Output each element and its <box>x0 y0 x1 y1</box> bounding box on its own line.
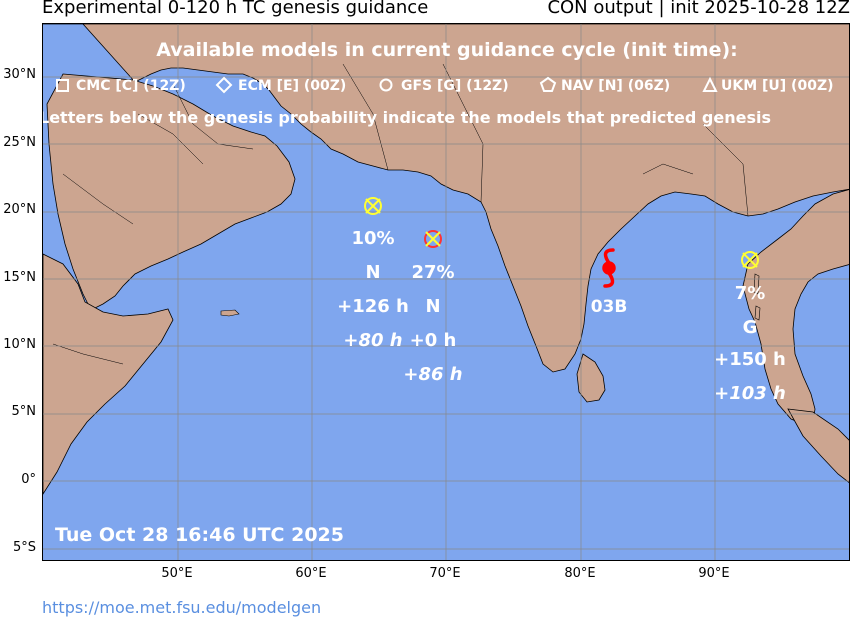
land-arabia <box>46 73 296 311</box>
legend-nav: NAV [N] (06Z) <box>561 78 670 94</box>
lat-label-5s: 5°S <box>12 540 36 555</box>
lat-label-25n: 25°N <box>3 135 36 150</box>
genesis-marker-1 <box>364 197 382 215</box>
legend-heading: Available models in current guidance cyc… <box>156 39 738 61</box>
land-mainland <box>43 24 849 425</box>
lon-label-80e: 80°E <box>564 566 596 581</box>
pentagon-icon <box>539 76 557 92</box>
genesis-models-3: G <box>743 317 758 338</box>
graticule <box>43 24 849 560</box>
genesis-probability-1: 10% <box>351 228 394 249</box>
lat-label-10n: 10°N <box>3 337 36 352</box>
land-asia-india <box>82 24 849 373</box>
lon-label-90e: 90°E <box>698 566 730 581</box>
lon-label-60e: 60°E <box>295 566 327 581</box>
genesis-models-1: N <box>365 262 380 283</box>
square-icon <box>56 79 69 92</box>
legend-gfs: GFS [G] (12Z) <box>401 78 509 94</box>
genesis-marker-2 <box>424 230 442 248</box>
land-sumatra <box>787 408 849 483</box>
genesis-lead-alt-2: +86 h <box>403 364 462 385</box>
map-canvas: Available models in current guidance cyc… <box>43 24 849 560</box>
legend-note: Letters below the genesis probability in… <box>43 108 771 127</box>
map-panel: Available models in current guidance cyc… <box>42 23 850 561</box>
timestamp: Tue Oct 28 16:46 UTC 2025 <box>55 524 344 546</box>
genesis-lead-alt-1: +80 h <box>343 330 402 351</box>
legend-cmc: CMC [C] (12Z) <box>76 78 186 94</box>
lon-label-70e: 70°E <box>429 566 461 581</box>
genesis-probability-2: 27% <box>411 262 454 283</box>
genesis-marker-3 <box>741 251 759 269</box>
land-andaman <box>753 273 761 321</box>
genesis-lead-1: +126 h <box>337 296 409 317</box>
run-info: CON output | init 2025-10-28 12Z <box>547 0 850 18</box>
lon-label-50e: 50°E <box>161 566 193 581</box>
tropical-cyclone-icon <box>602 248 616 288</box>
genesis-models-2: N <box>425 296 440 317</box>
lat-label-30n: 30°N <box>3 67 36 82</box>
land-sri-lanka <box>576 353 606 403</box>
country-borders <box>52 63 749 365</box>
genesis-lead-alt-3: +103 h <box>714 383 786 404</box>
diamond-icon <box>215 76 233 94</box>
map-title: Experimental 0-120 h TC genesis guidance <box>42 0 429 18</box>
land-africa <box>43 253 174 495</box>
lat-label-5n: 5°N <box>11 404 37 419</box>
triangle-icon <box>702 76 718 92</box>
storm-label: 03B <box>591 297 628 317</box>
genesis-lead-3: +150 h <box>714 349 786 370</box>
source-url[interactable]: https://moe.met.fsu.edu/modelgen <box>42 598 322 617</box>
legend-row <box>56 76 718 94</box>
lat-label-20n: 20°N <box>3 202 36 217</box>
legend-ukm: UKM [U] (00Z) <box>721 78 834 94</box>
lat-label-0: 0° <box>21 472 36 487</box>
lat-label-15n: 15°N <box>3 270 36 285</box>
land-socotra <box>220 309 240 317</box>
legend-ecm: ECM [E] (00Z) <box>238 78 346 94</box>
circle-icon <box>379 78 393 92</box>
genesis-lead-2: +0 h <box>410 330 457 351</box>
genesis-probability-3: 7% <box>735 283 766 304</box>
